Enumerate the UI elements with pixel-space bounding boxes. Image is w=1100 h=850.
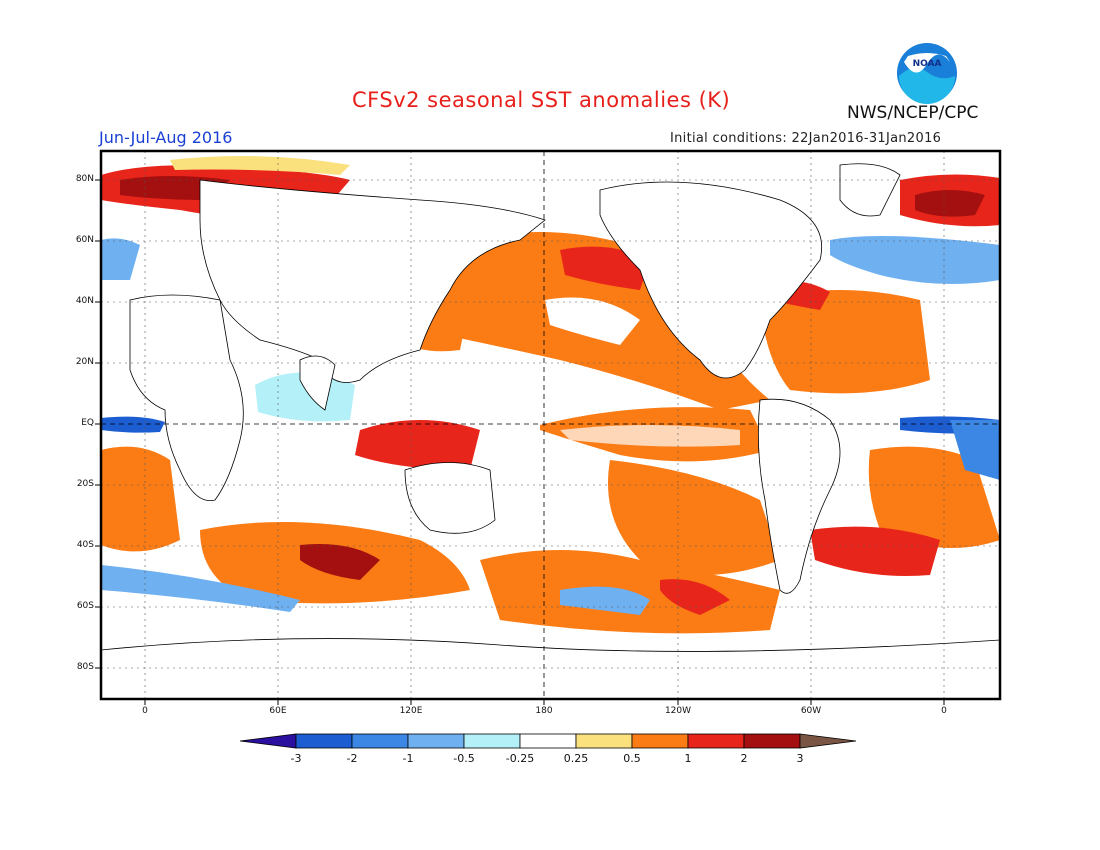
colorbar-swatch [519,733,577,749]
colorbar-arrow-left [239,733,297,749]
lon-label-120e: 120E [399,706,423,716]
colorbar-label: 0.25 [563,752,589,765]
colorbar-swatch [351,733,409,749]
lat-label-40n: 40N [75,296,94,306]
map-frame [99,149,1002,701]
lon-label-0-right: 0 [941,706,947,716]
colorbar-swatch [407,733,465,749]
colorbar-label: -0.5 [453,752,475,765]
colorbar-label: 3 [796,752,804,765]
colorbar-label: -2 [346,752,358,765]
colorbar-label: 2 [740,752,748,765]
logo-text: NOAA [913,59,942,69]
lat-label-20s: 20S [76,479,94,489]
noaa-logo-icon: NOAA [897,43,957,104]
colorbar-label: -3 [290,752,302,765]
colorbar-swatch [743,733,801,749]
anomaly-field [101,156,1000,634]
colorbar-swatch [575,733,633,749]
colorbar-swatch [631,733,689,749]
equator-dateline [101,151,1000,699]
colorbar [239,733,857,749]
lon-label-180: 180 [535,706,553,716]
lat-label-eq: EQ [81,418,94,428]
colorbar-arrow-right [799,733,857,749]
colorbar-swatch [463,733,521,749]
grid-lines [101,151,1000,699]
colorbar-label: -1 [402,752,414,765]
lat-label-60n: 60N [75,235,94,245]
land-outlines [101,163,1000,699]
colorbar-label: 1 [684,752,692,765]
lon-label-60e: 60E [269,706,287,716]
initial-conditions-label: Initial conditions: 22Jan2016-31Jan2016 [670,131,942,146]
axis-ticks [95,179,945,705]
lon-label-0: 0 [142,706,148,716]
colorbar-label: -0.25 [505,752,535,765]
lat-label-80n: 80N [75,174,94,184]
colorbar-swatch [687,733,745,749]
colorbar-swatch [295,733,353,749]
lat-label-20n: 20N [75,357,94,367]
season-label: Jun-Jul-Aug 2016 [99,128,233,147]
lat-label-80s: 80S [76,662,94,672]
lat-label-60s: 60S [76,601,94,611]
org-label: NWS/NCEP/CPC [847,103,979,123]
lon-label-120w: 120W [664,706,692,716]
colorbar-label: 0.5 [623,752,641,765]
lon-label-60w: 60W [800,706,822,716]
lat-label-40s: 40S [76,540,94,550]
page-title: CFSv2 seasonal SST anomalies (K) [352,88,731,112]
